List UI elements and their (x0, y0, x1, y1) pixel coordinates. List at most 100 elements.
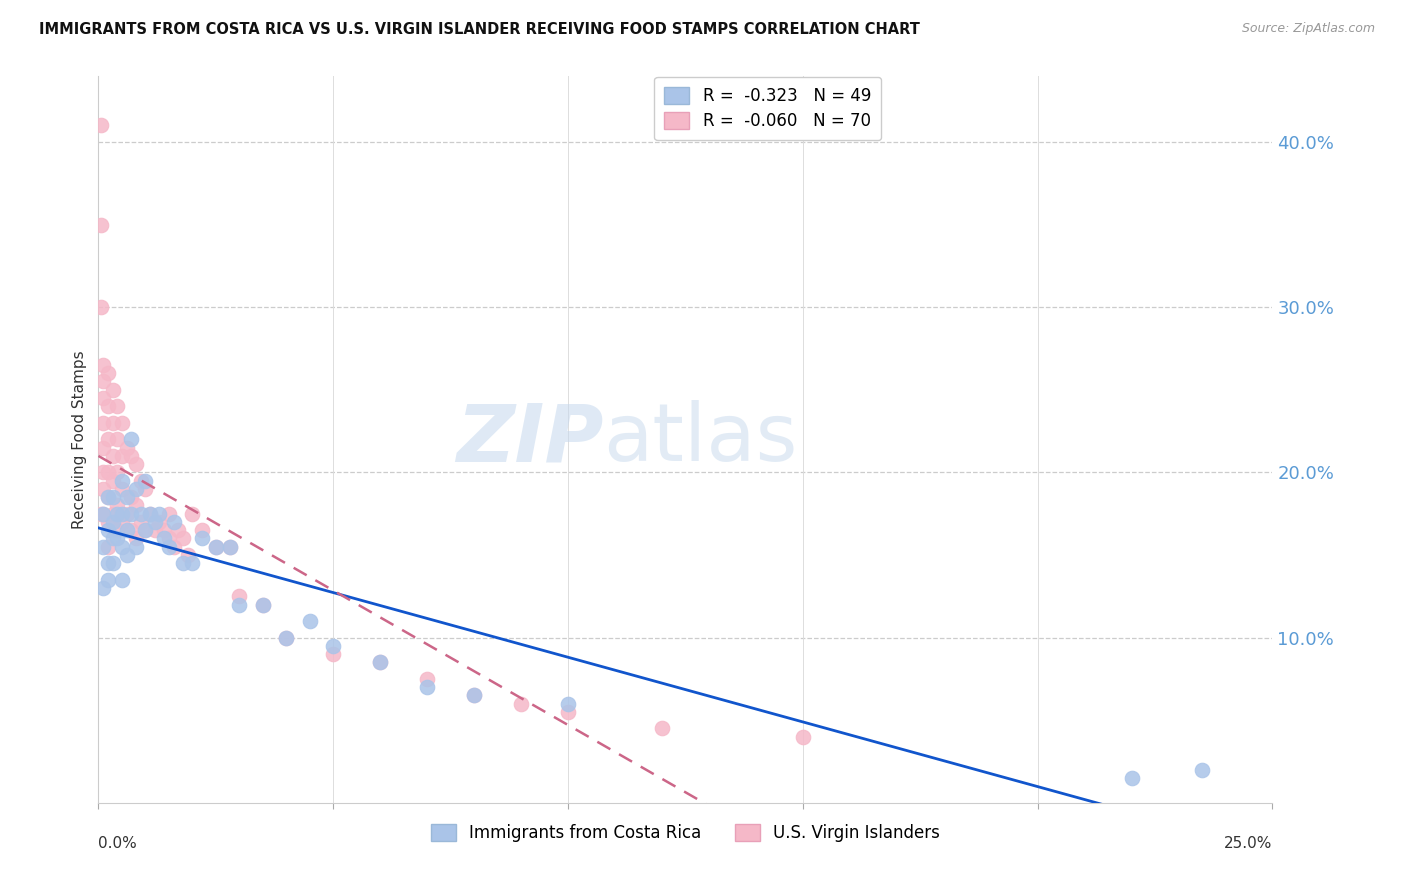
Point (205, 540, 228, 554)
Point (134, 523, 156, 537)
Point (153, 532, 176, 546)
Point (101, 490, 124, 504)
Point (90, 507, 112, 521)
Y-axis label: Receiving Food Stamps: Receiving Food Stamps (72, 350, 87, 529)
Point (157, 532, 180, 546)
Point (97, 490, 120, 504)
Point (510, 697, 533, 711)
Point (120, 523, 142, 537)
Point (97, 523, 120, 537)
Point (416, 680, 439, 694)
Point (125, 482, 148, 496)
Point (101, 383, 124, 397)
Point (105, 499, 128, 513)
Point (276, 631, 298, 645)
Point (91, 540, 114, 554)
Point (228, 598, 250, 612)
Point (120, 432, 142, 446)
Point (101, 507, 124, 521)
Point (97, 515, 120, 529)
Point (90, 218, 112, 232)
Point (91, 507, 114, 521)
Point (190, 532, 212, 546)
Text: 0.0%: 0.0% (98, 836, 138, 850)
Point (143, 515, 166, 529)
Point (105, 507, 128, 521)
Point (120, 490, 142, 504)
Point (97, 466, 120, 480)
Point (101, 449, 124, 463)
Point (101, 556, 124, 570)
Point (111, 449, 134, 463)
Point (115, 441, 138, 455)
Point (115, 523, 138, 537)
Point (162, 540, 184, 554)
Point (91, 466, 114, 480)
Point (368, 656, 391, 670)
Point (228, 589, 250, 603)
Point (105, 432, 128, 446)
Point (129, 507, 152, 521)
Point (1191, 763, 1213, 777)
Point (129, 474, 152, 488)
Point (90, 119, 112, 133)
Point (167, 523, 190, 537)
Point (322, 639, 344, 653)
Point (97, 573, 120, 587)
Point (101, 532, 124, 546)
Point (111, 474, 134, 488)
Point (153, 523, 176, 537)
Point (252, 598, 274, 612)
Point (111, 507, 134, 521)
Point (143, 523, 166, 537)
Point (463, 689, 485, 703)
Point (368, 656, 391, 670)
Point (276, 631, 298, 645)
Point (91, 581, 114, 595)
Point (181, 507, 204, 521)
Point (120, 449, 142, 463)
Point (97, 399, 120, 413)
Point (139, 507, 162, 521)
Point (115, 490, 138, 504)
Point (134, 523, 156, 537)
Point (219, 540, 242, 554)
Point (101, 416, 124, 430)
Point (91, 375, 114, 389)
Point (172, 532, 194, 546)
Point (557, 697, 579, 711)
Point (205, 540, 228, 554)
Point (139, 507, 162, 521)
Point (90, 300, 112, 314)
Point (463, 689, 485, 703)
Point (322, 647, 344, 661)
Point (125, 499, 148, 513)
Point (97, 490, 120, 504)
Point (91, 507, 114, 521)
Point (91, 441, 114, 455)
Point (105, 532, 128, 546)
Point (176, 548, 198, 562)
Text: atlas: atlas (603, 401, 797, 478)
Point (105, 523, 128, 537)
Point (97, 366, 120, 380)
Point (219, 540, 242, 554)
Point (651, 722, 673, 736)
Point (162, 515, 184, 529)
Point (792, 730, 814, 744)
Point (97, 432, 120, 446)
Point (557, 705, 579, 719)
Point (115, 507, 138, 521)
Point (91, 391, 114, 405)
Point (134, 482, 156, 496)
Legend: Immigrants from Costa Rica, U.S. Virgin Islanders: Immigrants from Costa Rica, U.S. Virgin … (425, 817, 946, 849)
Point (252, 598, 274, 612)
Point (157, 540, 180, 554)
Text: IMMIGRANTS FROM COSTA RICA VS U.S. VIRGIN ISLANDER RECEIVING FOOD STAMPS CORRELA: IMMIGRANTS FROM COSTA RICA VS U.S. VIRGI… (39, 22, 921, 37)
Point (181, 556, 204, 570)
Point (172, 556, 194, 570)
Point (91, 358, 114, 372)
Point (125, 540, 148, 554)
Point (134, 474, 156, 488)
Point (91, 482, 114, 496)
